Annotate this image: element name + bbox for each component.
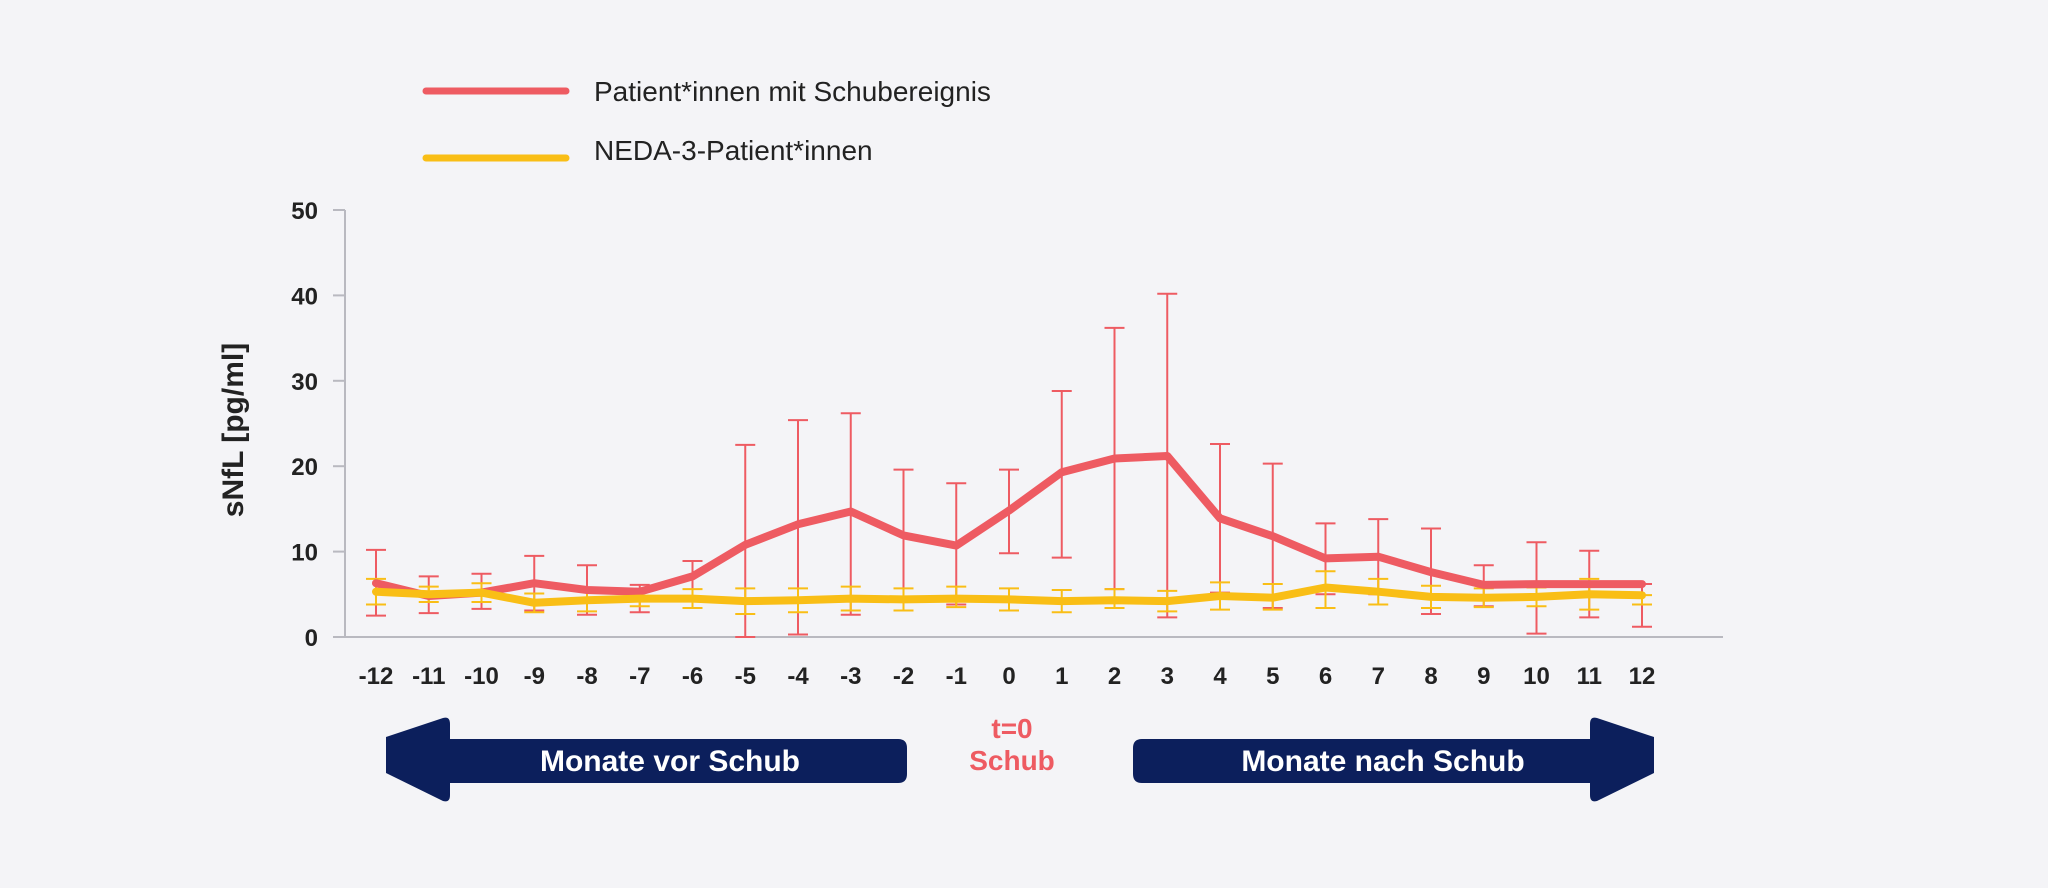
- series-line-1: [372, 583, 1646, 607]
- event-annotation: t=0 Schub: [969, 713, 1055, 776]
- legend-label-relapse: Patient*innen mit Schubereignis: [594, 76, 991, 107]
- x-tick-label: -5: [735, 663, 756, 690]
- x-tick-label: -6: [682, 663, 703, 690]
- x-tick-label: 8: [1424, 663, 1437, 690]
- x-tick-label: -12: [359, 663, 394, 690]
- x-tick-label: 11: [1577, 663, 1602, 690]
- axes: [344, 210, 1723, 638]
- after-arrow-label: Monate nach Schub: [1241, 745, 1524, 778]
- y-tick-label: 30: [291, 369, 318, 396]
- series: [366, 292, 1652, 638]
- after-arrow: Monate nach Schub: [1133, 717, 1654, 802]
- y-tick-label: 40: [291, 283, 318, 310]
- x-tick-label: 10: [1523, 663, 1550, 690]
- x-tick-label: -9: [524, 663, 545, 690]
- x-tick-label: 2: [1108, 663, 1121, 690]
- x-tick-label: -3: [840, 663, 861, 690]
- x-tick-label: -7: [629, 663, 650, 690]
- x-tick-label: -11: [412, 663, 445, 690]
- y-tick-label: 10: [291, 540, 318, 567]
- y-axis-label: sNfL [pg/ml]: [217, 343, 250, 517]
- x-tick-label: 0: [1002, 663, 1015, 690]
- before-arrow: Monate vor Schub: [386, 717, 907, 802]
- event-label-schub: Schub: [969, 745, 1055, 776]
- y-tick-label: 20: [291, 454, 318, 481]
- before-arrow-label: Monate vor Schub: [540, 745, 800, 778]
- event-label-t0: t=0: [991, 713, 1032, 744]
- x-tick-label: 6: [1319, 663, 1332, 690]
- x-tick-label: 12: [1629, 663, 1656, 690]
- x-tick-label: -10: [464, 663, 499, 690]
- x-tick-label: 4: [1213, 663, 1227, 690]
- y-ticks: 0 10 20 30 40 50: [291, 198, 345, 652]
- series-line-0: [372, 452, 1646, 600]
- y-tick-label: 50: [291, 198, 318, 225]
- x-tick-label: 7: [1372, 663, 1385, 690]
- after-arrow-shape: [1133, 717, 1654, 802]
- x-tick-label: -4: [787, 663, 809, 690]
- x-tick-label: 9: [1477, 663, 1490, 690]
- x-tick-label: 1: [1055, 663, 1068, 690]
- y-tick-label: 0: [305, 625, 318, 652]
- x-tick-label: 3: [1161, 663, 1174, 690]
- x-tick-label: -1: [946, 663, 967, 690]
- x-ticks: -12 -11 -10 -9 -8 -7 -6 -5 -4 -3 -2 -1 0 1 2 3 4 5 6 7 8 9 10 1…: [359, 663, 1656, 690]
- x-tick-label: -8: [576, 663, 597, 690]
- x-tick-label: -2: [893, 663, 914, 690]
- legend-label-neda: NEDA-3-Patient*innen: [594, 135, 873, 166]
- before-arrow-shape: [386, 717, 907, 802]
- x-tick-label: 5: [1266, 663, 1279, 690]
- legend: Patient*innen mit Schubereignis NEDA-3-P…: [422, 76, 991, 166]
